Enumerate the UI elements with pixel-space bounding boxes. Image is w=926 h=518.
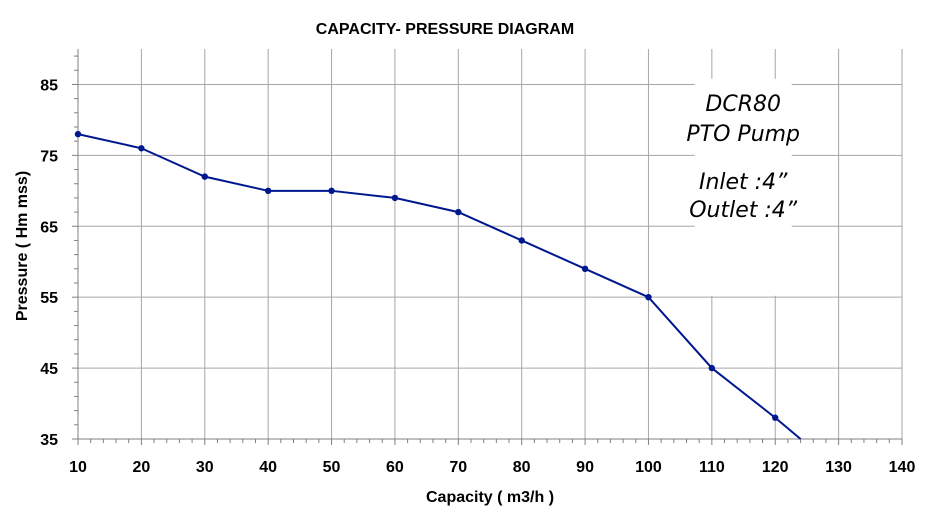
- y-tick-label: 55: [40, 290, 58, 307]
- annotation-line-3: Inlet :4”: [699, 170, 788, 195]
- data-point: [581, 265, 589, 273]
- y-tick-label: 65: [40, 219, 58, 236]
- data-point: [645, 293, 652, 301]
- x-tick-label: 40: [259, 459, 277, 476]
- data-point: [518, 237, 525, 244]
- data-point: [455, 208, 462, 216]
- y-tick-label: 75: [40, 148, 58, 165]
- data-point: [772, 414, 779, 421]
- x-tick-label: 10: [69, 459, 87, 476]
- data-point: [328, 187, 335, 195]
- y-axis-label: Pressure ( Hm mss): [14, 171, 31, 321]
- x-tick-label: 70: [449, 459, 467, 476]
- annotation-line-2: PTO Pump: [686, 122, 800, 147]
- data-point: [201, 173, 208, 180]
- x-tick-label: 120: [762, 459, 789, 476]
- data-point: [74, 130, 82, 138]
- series-group: [74, 130, 802, 440]
- annotation-line-1: DCR80: [705, 92, 781, 117]
- x-axis-label: Capacity ( m3/h ): [426, 489, 554, 506]
- x-tick-label: 90: [576, 459, 594, 476]
- data-point: [264, 187, 272, 195]
- annotation-box: [694, 78, 792, 296]
- x-tick-label: 50: [323, 459, 341, 476]
- x-tick-label: 130: [825, 459, 852, 476]
- axes: [72, 49, 903, 445]
- series-line: [77, 133, 802, 440]
- data-point: [708, 364, 716, 372]
- annotation-box-group: DCR80 PTO Pump Inlet :4” Outlet :4”: [686, 78, 800, 296]
- x-tick-label: 100: [635, 459, 662, 476]
- chart-title: CAPACITY- PRESSURE DIAGRAM: [316, 21, 574, 38]
- x-tick-label: 30: [196, 459, 214, 476]
- x-tick-label: 80: [513, 459, 531, 476]
- x-tick-label: 140: [889, 459, 916, 476]
- annotation-line-4: Outlet :4”: [689, 198, 798, 223]
- x-tick-label: 60: [386, 459, 404, 476]
- data-point: [391, 194, 399, 202]
- x-tick-label: 20: [132, 459, 150, 476]
- x-tick-label: 110: [699, 459, 725, 476]
- y-tick-label: 85: [40, 77, 58, 94]
- y-tick-label: 45: [40, 361, 58, 378]
- tick-labels: 10 20 30 40 50 60 70 80 90 100 110 120 130 140 35 45 55 6…: [40, 77, 915, 476]
- data-point: [138, 145, 145, 152]
- y-tick-label: 35: [40, 432, 58, 449]
